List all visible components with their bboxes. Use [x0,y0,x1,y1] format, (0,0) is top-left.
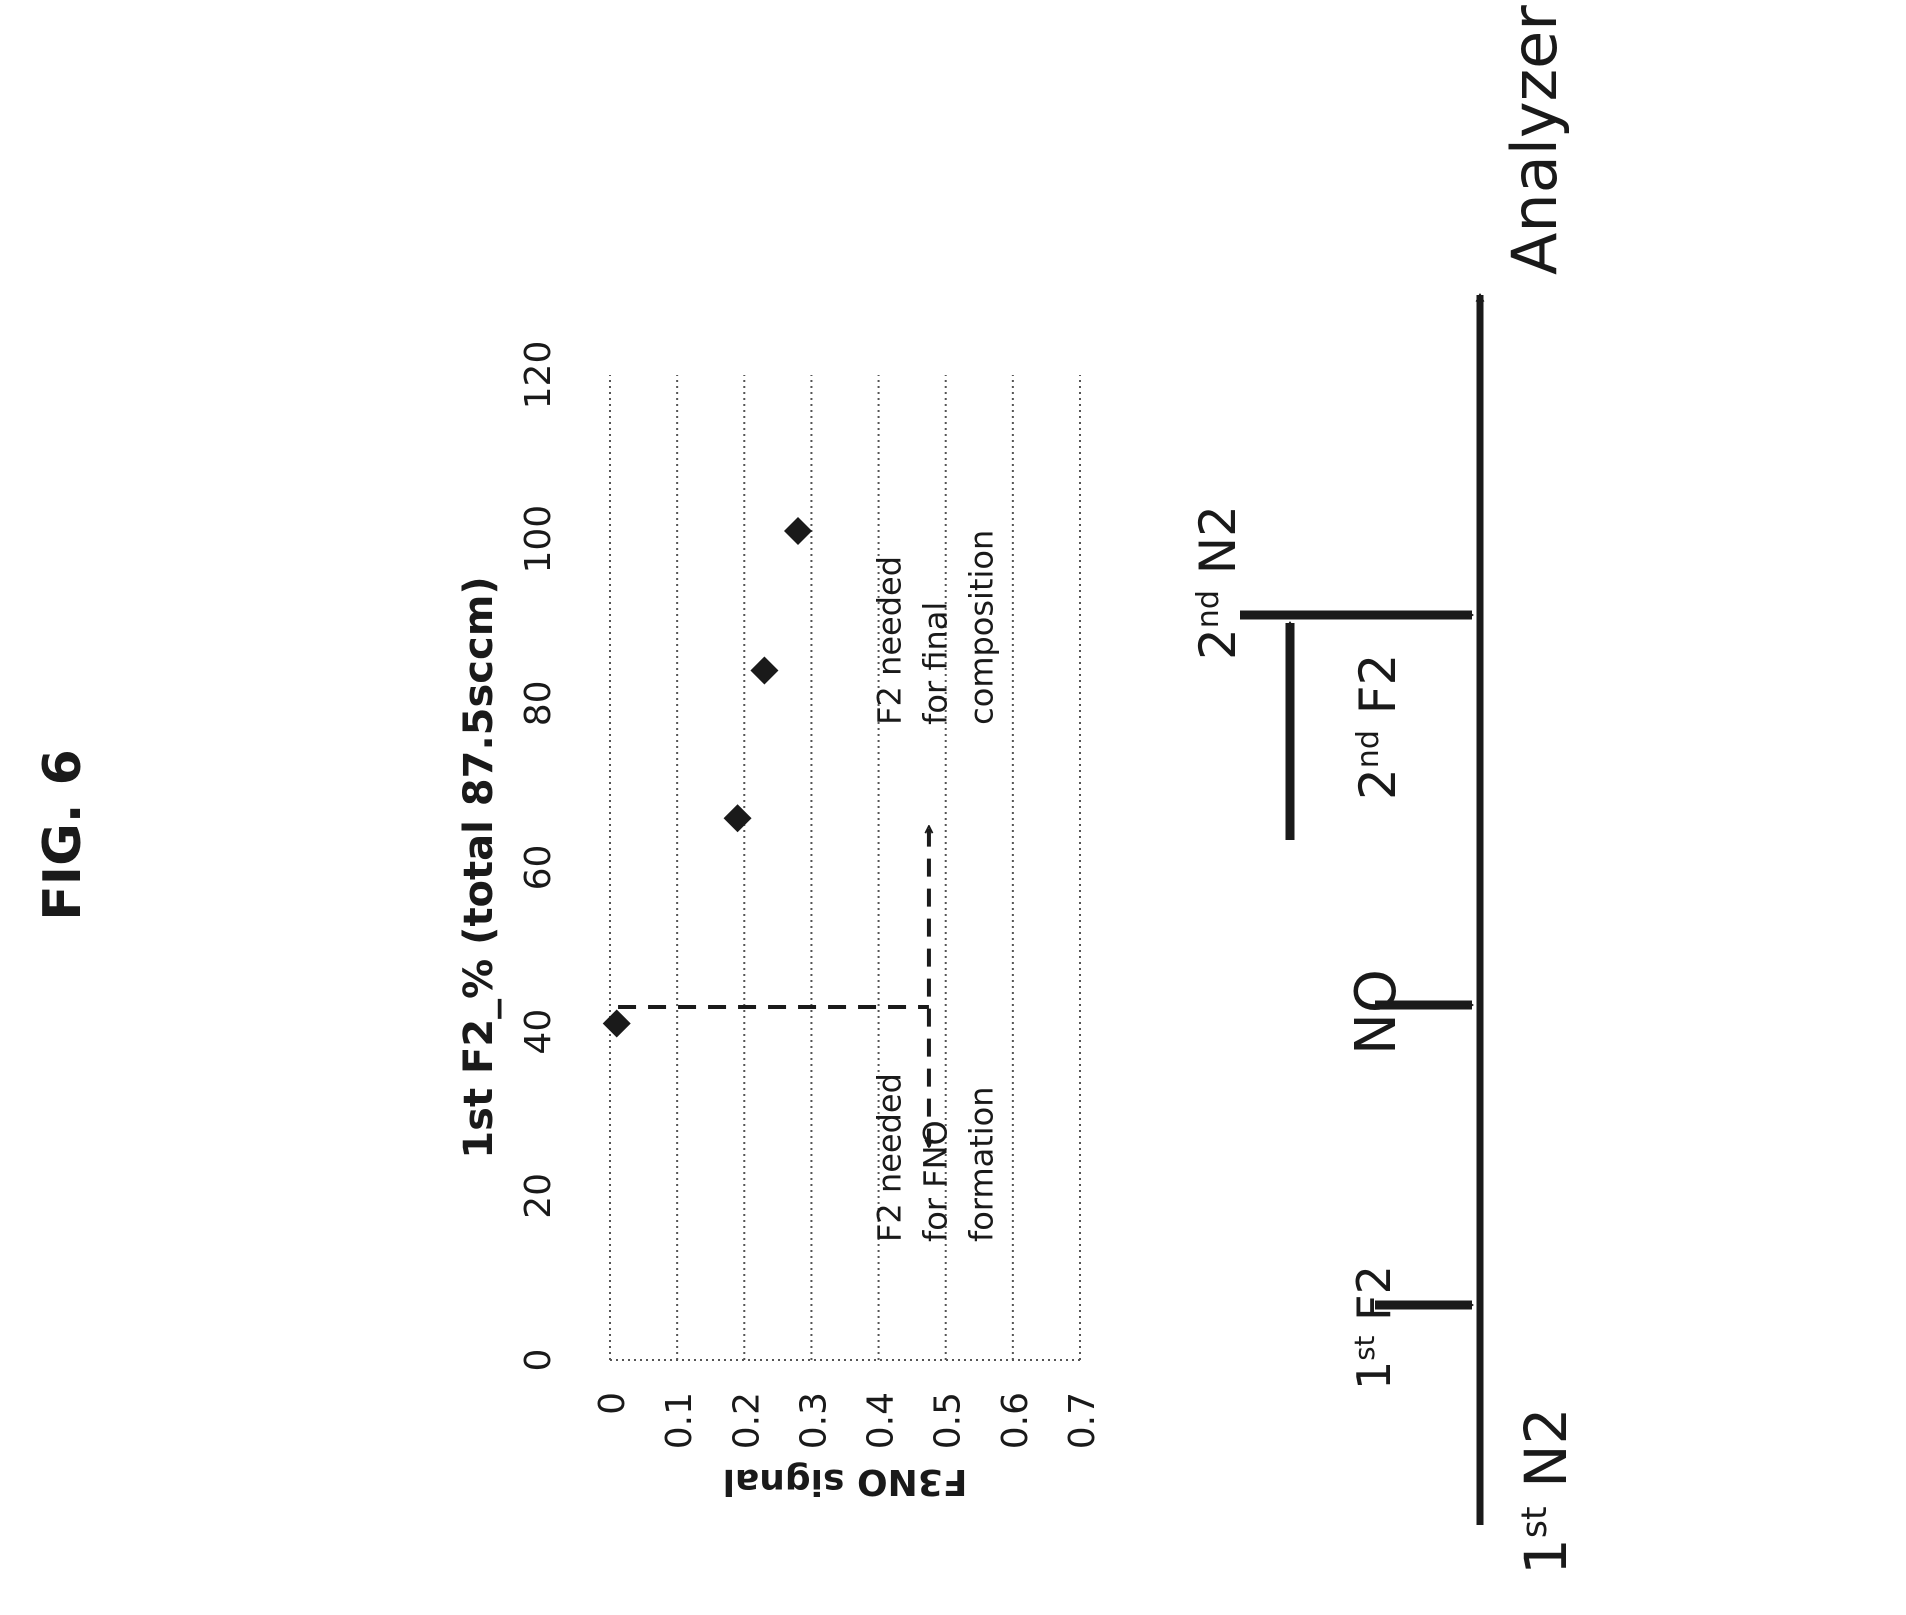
y-tick-label: 0.6 [995,1392,1036,1449]
rotated-figure: 1st N2 1st F2 NO 2nd F2 2nd N2 Analyzer … [33,5,1580,1575]
y-tick-label: 0.1 [659,1392,700,1449]
y-tick-label: 0 [592,1392,633,1415]
data-point [723,804,752,833]
data-point [602,1009,631,1038]
label-second-f2-text: 2nd F2 [1349,654,1407,800]
data-point [784,516,812,545]
label-first-f2: 1st F2 [1347,1265,1401,1390]
y-tick-labels: 0 0.1 0.2 0.3 0.4 0.5 0.6 0.7 [592,1392,1103,1449]
label-second-f2: 2nd F2 [1349,654,1407,800]
annotation-text: composition [962,530,1000,725]
scatter-chart: 0 20 40 60 80 100 120 0 0.1 0.2 0.3 0.4 0.5 0.6 0.7 F… [456,341,1103,1502]
y-axis-label: F3NO signal [723,1461,968,1502]
x-tick-labels: 0 20 40 60 80 100 120 [518,341,559,1372]
gridlines [609,375,1081,1361]
label-second-n2: 2nd N2 [1189,505,1247,660]
x-tick-label: 100 [518,505,559,574]
x-tick-label: 0 [518,1349,559,1372]
y-tick-label: 0.4 [861,1392,902,1449]
data-points [602,516,812,1038]
x-tick-label: 80 [518,680,559,726]
label-analyzer: Analyzer [1498,5,1571,275]
x-tick-label: 20 [518,1173,559,1219]
label-first-f2-text: 1st F2 [1347,1265,1401,1390]
y-tick-label: 0.7 [1062,1392,1103,1449]
label-first-n2: 1st N2 [1512,1408,1580,1575]
flow-diagram: 1st N2 1st F2 NO 2nd F2 2nd N2 Analyzer [1189,5,1580,1575]
annotation-text: formation [962,1086,1000,1242]
annotation-text: for final [916,602,954,725]
x-axis-label: 1st F2_% (total 87.5sccm) [456,576,502,1158]
label-analyzer-text: Analyzer [1498,5,1571,275]
label-no: NO [1344,969,1409,1055]
y-tick-label: 0.3 [793,1392,834,1449]
y-tick-label: 0.2 [726,1392,767,1449]
figure-label: FIG. 6 [33,749,93,921]
y-tick-label: 0.5 [928,1392,969,1449]
x-tick-label: 60 [518,845,559,891]
annotation-text: for FNO [916,1120,954,1242]
label-no-text: NO [1344,969,1409,1055]
annotation-text: F2 needed [870,1073,908,1242]
annotation-text: F2 needed [870,556,908,725]
data-point [750,656,779,685]
label-second-n2-text: 2nd N2 [1189,505,1247,660]
label-first-n2-text: 1st N2 [1512,1408,1580,1575]
x-tick-label: 40 [518,1009,559,1055]
x-tick-label: 120 [518,341,559,410]
